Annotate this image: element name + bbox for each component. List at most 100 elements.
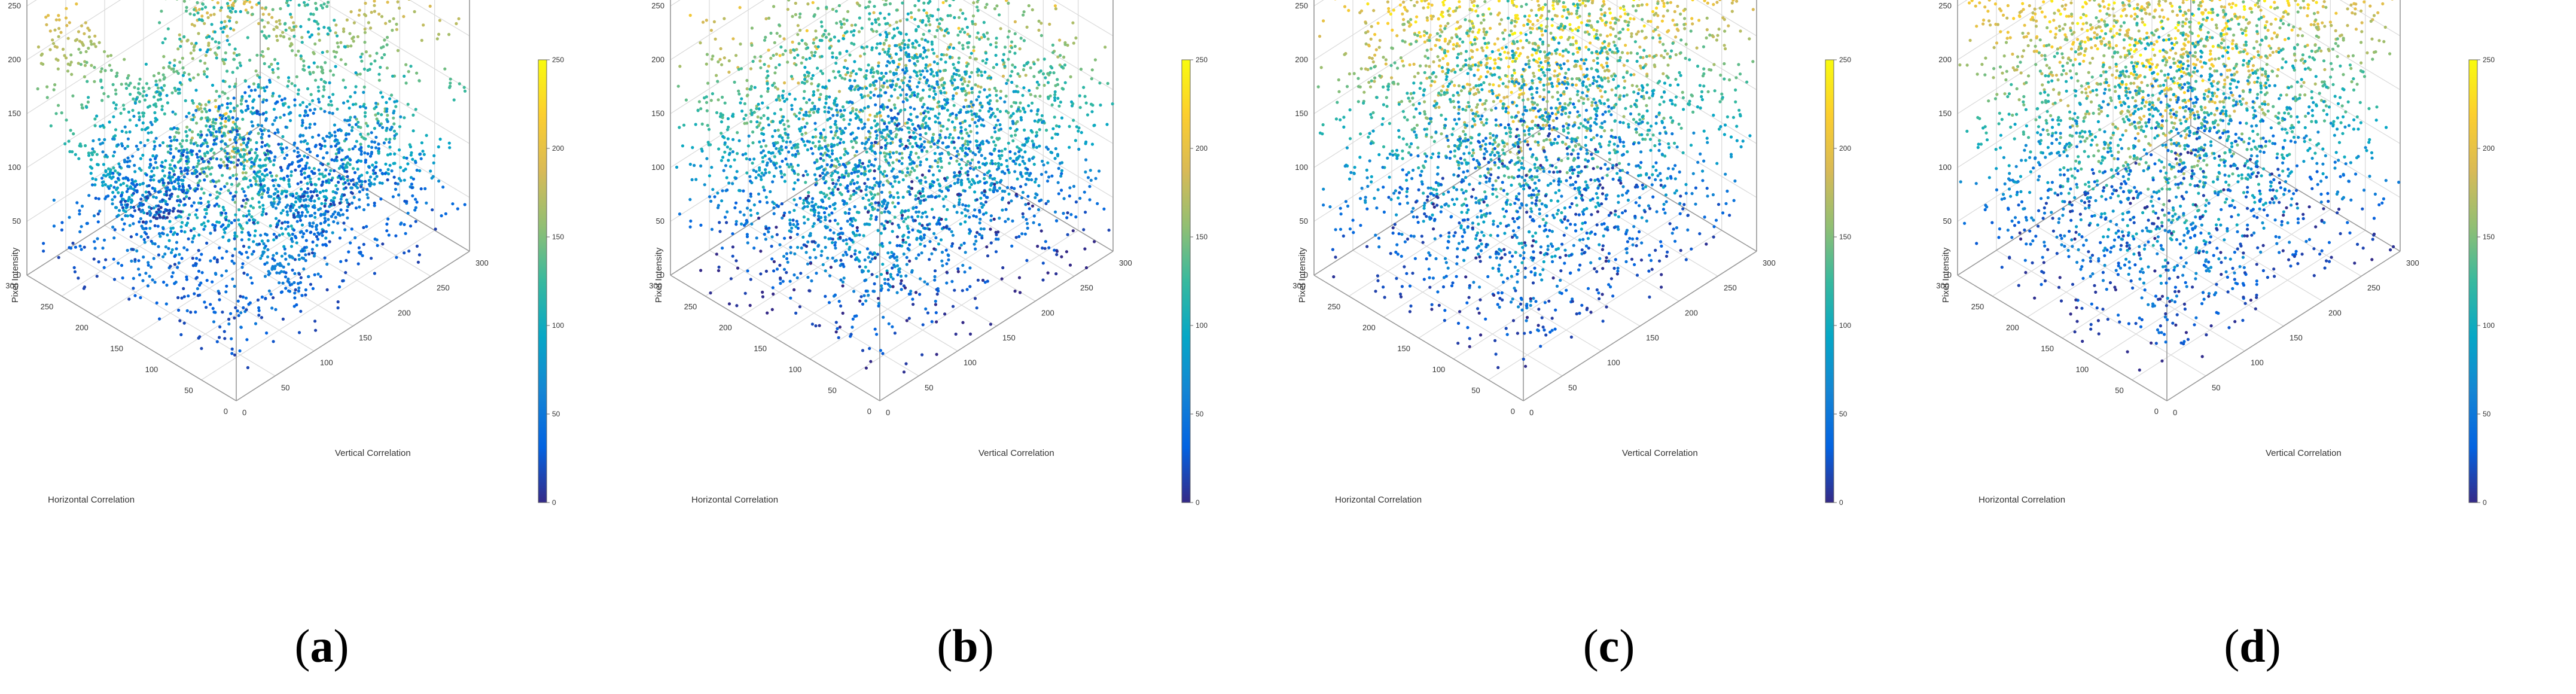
data-point	[215, 137, 218, 141]
data-point	[53, 83, 57, 87]
data-point	[933, 278, 937, 282]
data-point	[746, 144, 750, 148]
data-point	[296, 151, 300, 154]
data-point	[973, 242, 976, 246]
data-point	[868, 251, 872, 255]
data-point	[409, 153, 413, 157]
data-point	[914, 210, 918, 214]
data-point	[224, 58, 227, 62]
data-point	[411, 177, 416, 181]
data-point	[269, 160, 272, 163]
data-point	[212, 5, 216, 10]
data-point	[892, 263, 896, 267]
data-point	[284, 125, 288, 129]
data-point	[114, 169, 117, 173]
data-point	[735, 170, 739, 174]
data-point	[429, 169, 432, 173]
data-point	[749, 120, 753, 123]
data-point	[339, 197, 343, 201]
data-point	[816, 244, 820, 248]
data-point	[335, 156, 339, 159]
data-point	[200, 223, 203, 226]
data-point	[224, 211, 228, 215]
data-point	[185, 195, 188, 199]
data-point	[280, 192, 283, 196]
data-point	[239, 102, 243, 106]
data-point	[848, 208, 852, 211]
data-point	[182, 246, 186, 249]
data-point	[212, 13, 216, 16]
data-point	[218, 114, 222, 117]
data-point	[182, 35, 186, 38]
data-point	[132, 114, 136, 118]
data-point	[222, 330, 226, 333]
x-tick-label: 150	[754, 344, 767, 353]
data-point	[309, 190, 313, 194]
x-axis-label: Horizontal Correlation	[48, 495, 135, 505]
data-point	[968, 266, 972, 270]
data-point	[293, 296, 297, 300]
data-point	[785, 270, 788, 275]
data-point	[236, 104, 239, 108]
data-point	[845, 238, 848, 242]
data-point	[892, 196, 895, 199]
data-point	[841, 311, 845, 315]
data-point	[870, 149, 874, 153]
data-point	[205, 36, 209, 39]
data-point	[961, 203, 965, 206]
data-point	[377, 78, 382, 82]
data-point	[96, 220, 100, 224]
data-point	[142, 238, 146, 241]
data-point	[264, 297, 267, 300]
data-point	[955, 159, 959, 163]
data-point	[906, 215, 910, 219]
data-point	[363, 31, 367, 34]
data-point	[267, 273, 270, 276]
data-point	[1062, 212, 1065, 215]
data-point	[890, 251, 894, 254]
data-point	[342, 221, 346, 225]
data-point	[697, 100, 701, 104]
data-point	[364, 106, 368, 109]
data-point	[157, 208, 160, 211]
data-point	[92, 214, 96, 218]
data-point	[203, 138, 206, 142]
data-point	[263, 275, 267, 278]
data-point	[289, 170, 293, 174]
data-point	[1025, 171, 1029, 175]
data-point	[212, 311, 216, 314]
data-point	[180, 221, 184, 224]
data-point	[682, 123, 686, 127]
data-point	[87, 154, 91, 157]
data-point	[274, 308, 278, 312]
data-point	[289, 16, 293, 19]
data-point	[53, 45, 57, 48]
data-point	[791, 40, 794, 44]
data-point	[328, 132, 331, 135]
data-point	[293, 291, 297, 295]
data-point	[227, 239, 230, 242]
data-point	[193, 189, 197, 193]
data-point	[197, 249, 200, 252]
data-point	[867, 269, 870, 273]
data-point	[863, 258, 867, 262]
data-point	[990, 182, 993, 185]
data-point	[907, 209, 910, 212]
data-point	[924, 132, 928, 135]
data-point	[315, 235, 319, 238]
data-point	[968, 229, 973, 233]
data-point	[761, 160, 765, 163]
data-point	[881, 263, 885, 266]
data-point	[248, 132, 251, 135]
data-point	[243, 91, 247, 95]
data-point	[92, 42, 96, 46]
data-point	[845, 202, 849, 205]
data-point	[281, 150, 284, 154]
data-point	[936, 165, 940, 168]
data-point	[848, 161, 851, 165]
data-point	[120, 193, 123, 197]
data-point	[337, 151, 341, 154]
data-point	[338, 236, 342, 240]
data-point	[888, 99, 891, 102]
data-point	[192, 76, 196, 80]
